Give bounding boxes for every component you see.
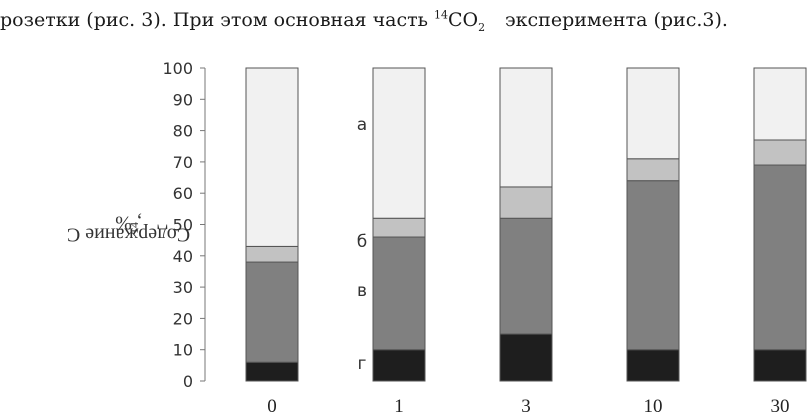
bar-segment — [626, 180, 680, 351]
bar-segment — [245, 245, 299, 263]
bar-segment — [626, 158, 680, 182]
formula-subscript: 2 — [478, 20, 486, 34]
x-tick-label: 3 — [521, 396, 531, 413]
bar-segment — [753, 139, 807, 166]
text-line: розетки (рис. 3). При этом основная част… — [0, 4, 485, 36]
y-axis-title-unit: , % — [115, 211, 142, 234]
chem-formula: CO — [448, 9, 479, 31]
bar-segment — [626, 67, 680, 160]
y-tick-label: 60 — [173, 184, 193, 203]
series-label: г — [358, 354, 367, 374]
bar-segment — [626, 349, 680, 382]
y-tick-label: 80 — [173, 122, 193, 141]
x-tick-label: 1 — [394, 396, 404, 413]
x-tick-label: 10 — [644, 396, 663, 413]
bar-segment — [372, 236, 426, 351]
bar-segment — [245, 261, 299, 363]
bar-segment — [753, 164, 807, 351]
bar-segment — [372, 67, 426, 219]
text-line-left: розетки (рис. 3). При этом основная част… — [0, 9, 435, 31]
y-tick-label: 90 — [173, 90, 193, 109]
y-tick-label: 10 — [173, 341, 193, 360]
isotope-superscript: 14 — [434, 8, 449, 22]
bar-segment — [245, 361, 299, 382]
series-label: б — [357, 232, 367, 252]
bar-segment — [499, 217, 553, 335]
bar-segment — [499, 67, 553, 188]
text-line-right: эксперимента (рис.3). — [505, 9, 728, 31]
y-tick-label: 100 — [162, 59, 193, 78]
bar-segment — [372, 349, 426, 382]
x-tick-label: 30 — [771, 396, 790, 413]
series-label: а — [357, 115, 367, 135]
y-tick-label: 20 — [173, 309, 193, 328]
y-tick-label: 30 — [173, 278, 193, 297]
bar-segment — [753, 67, 807, 141]
bar-segment — [499, 333, 553, 382]
y-tick-label: 0 — [183, 372, 193, 391]
bar-segment — [245, 67, 299, 247]
series-label: в — [357, 281, 367, 301]
y-tick-label: 40 — [173, 247, 193, 266]
y-tick-label: 50 — [173, 216, 193, 235]
y-tick-label: 70 — [173, 153, 193, 172]
bar-segment — [372, 217, 426, 238]
x-tick-label: 0 — [267, 396, 277, 413]
bar-segment — [753, 349, 807, 382]
bar-segment — [499, 186, 553, 219]
